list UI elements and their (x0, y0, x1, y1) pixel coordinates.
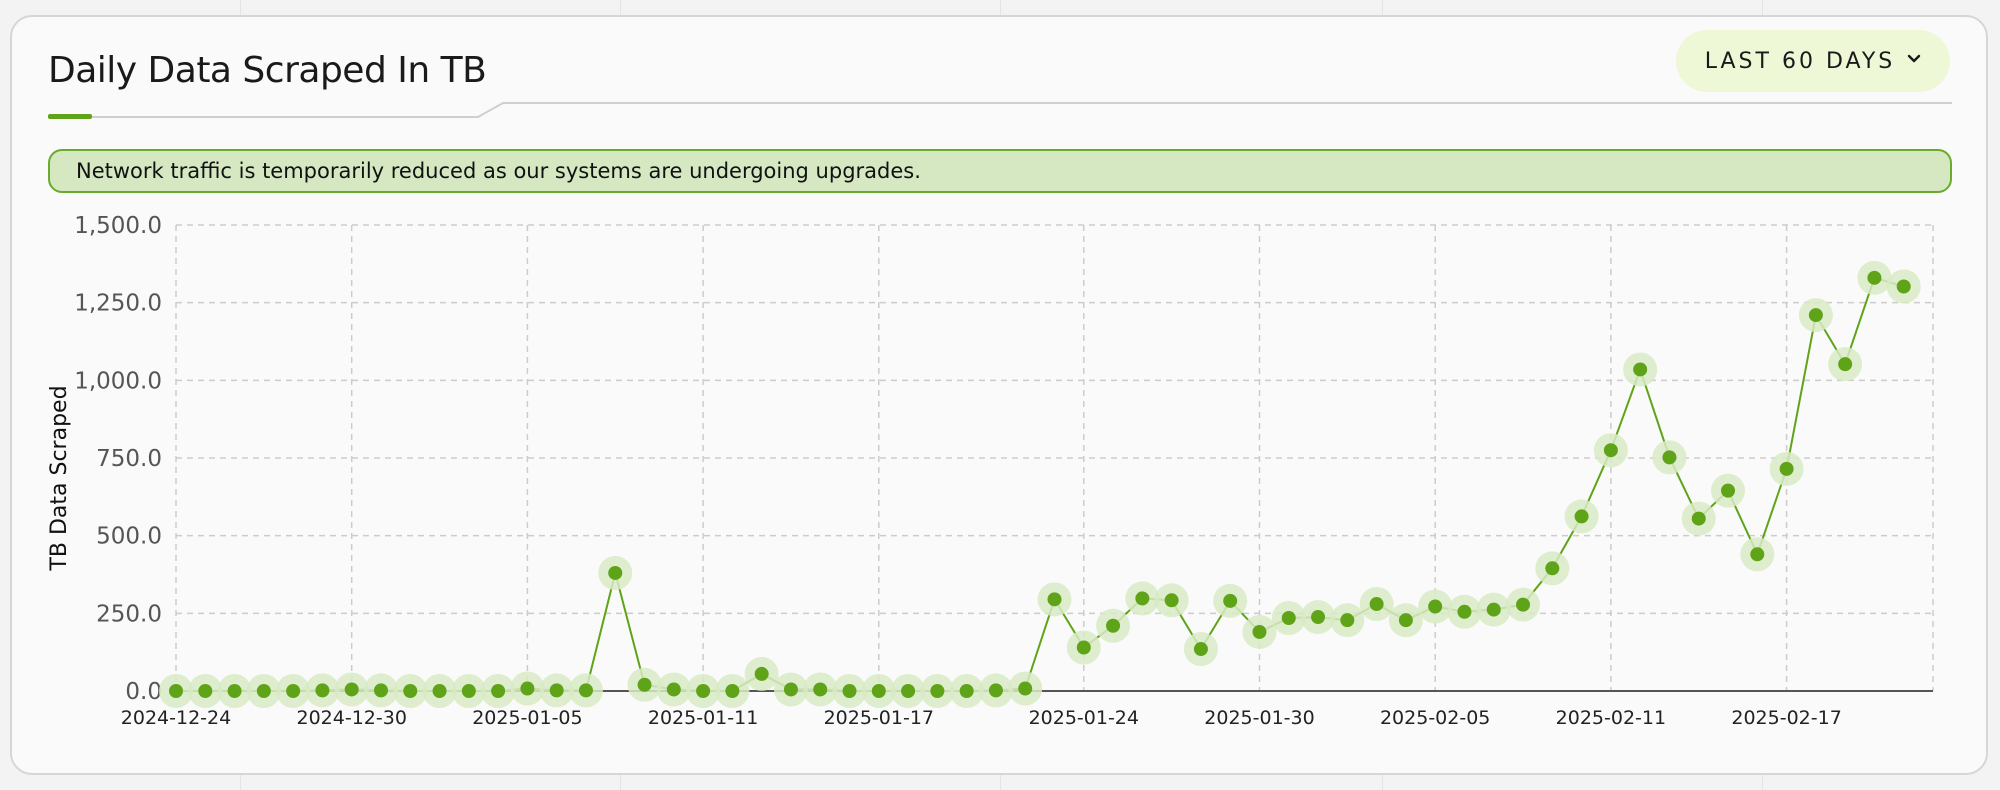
notice-text: Network traffic is temporarily reduced a… (76, 159, 921, 183)
date-range-dropdown[interactable]: LAST 60 DAYS (1676, 30, 1950, 92)
title-underline (48, 102, 1952, 119)
chart-title: Daily Data Scraped In TB (48, 50, 487, 91)
date-range-label: LAST 60 DAYS (1704, 48, 1896, 74)
notice-banner: Network traffic is temporarily reduced a… (48, 149, 1952, 193)
chart-card (10, 15, 1988, 775)
chevron-down-icon (1908, 54, 1921, 63)
